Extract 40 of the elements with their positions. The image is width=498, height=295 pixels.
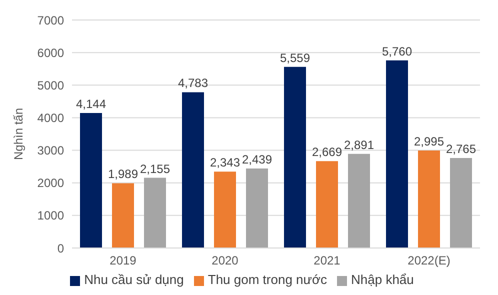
data-label: 2,891 <box>344 138 374 152</box>
y-axis-title: Nghìn tấn <box>11 108 26 160</box>
bar <box>214 172 236 248</box>
data-label: 2,155 <box>140 162 170 176</box>
data-label: 2,765 <box>446 142 476 156</box>
bar <box>450 158 472 248</box>
y-tick-label: 4000 <box>37 110 64 125</box>
data-label: 2,995 <box>414 134 444 148</box>
x-tick-label: 2019 <box>110 254 137 268</box>
y-tick-label: 3000 <box>37 144 64 158</box>
data-label: 4,783 <box>178 76 208 90</box>
bar <box>246 168 268 248</box>
bar <box>386 60 408 248</box>
bar <box>418 150 440 248</box>
y-tick-label: 5000 <box>37 78 64 92</box>
bar <box>284 66 306 248</box>
data-label: 2,439 <box>242 152 272 167</box>
data-label: 1,989 <box>108 167 138 182</box>
y-tick-label: 0 <box>57 241 64 256</box>
legend-label: Thu gom trong nước <box>208 272 327 287</box>
data-label: 2,343 <box>210 156 240 170</box>
bar <box>80 113 102 248</box>
x-tick-label: 2020 <box>212 254 239 268</box>
y-tick-label: 6000 <box>37 46 64 60</box>
data-label: 2,669 <box>312 145 342 160</box>
x-tick-label: 2022(E) <box>408 254 450 268</box>
bar <box>144 178 166 248</box>
y-tick-label: 1000 <box>37 208 64 223</box>
y-tick-label: 7000 <box>37 13 64 28</box>
legend-label: Nhu cầu sử dụng <box>84 272 184 287</box>
data-label: 4,144 <box>76 97 106 112</box>
bar <box>316 161 338 248</box>
bar <box>348 154 370 248</box>
x-tick-label: 2021 <box>314 254 341 268</box>
legend-label: Nhập khẩu <box>351 272 414 287</box>
data-label: 5,559 <box>280 50 310 65</box>
bar <box>112 183 134 248</box>
y-tick-label: 2000 <box>37 176 64 190</box>
data-label: 5,760 <box>382 44 412 58</box>
bar <box>182 92 204 248</box>
